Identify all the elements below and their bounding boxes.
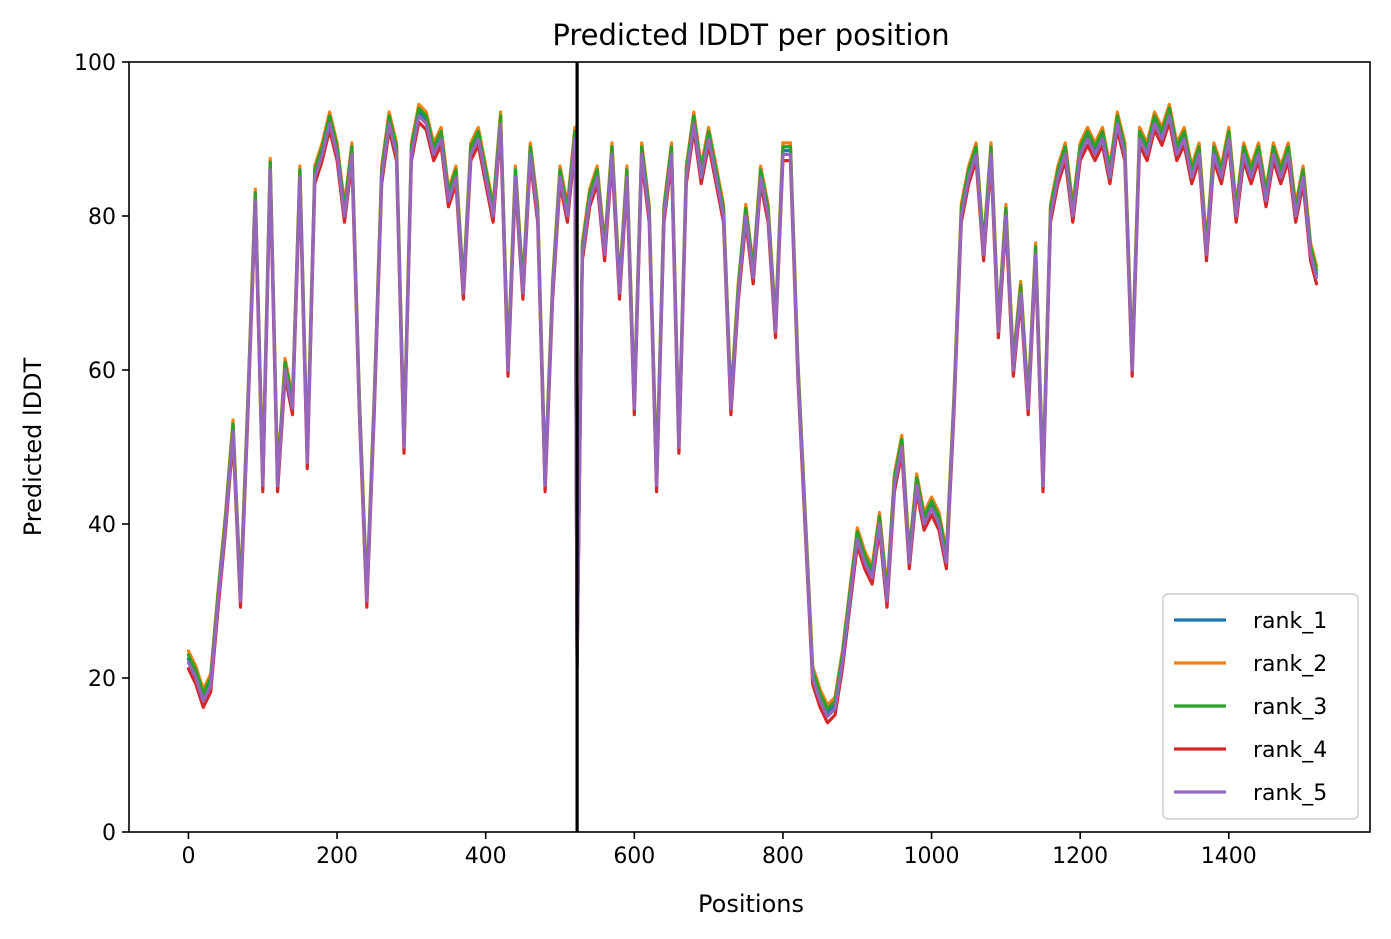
x-axis-label: Positions [698,890,804,918]
y-tick-label: 100 [74,51,116,76]
y-tick-label: 20 [88,667,116,692]
x-tick-label: 600 [613,844,655,869]
y-axis-label: Predicted lDDT [19,357,47,536]
x-tick-label: 1200 [1052,844,1108,869]
legend-label-rank_3: rank_3 [1253,695,1327,720]
series-group [186,102,1319,725]
x-tick-label: 0 [181,844,195,869]
y-tick-label: 60 [88,359,116,384]
plot-frame [128,61,1371,833]
series-line-rank_5 [186,114,1319,719]
legend: rank_1 rank_2 rank_3 rank_4 rank_5 [1162,593,1359,820]
legend-label-rank_4: rank_4 [1253,738,1327,763]
x-tick-label: 1000 [904,844,960,869]
x-axis-ticks: 0 200 400 600 800 1000 1200 1400 [181,832,1257,869]
x-tick-label: 400 [465,844,507,869]
y-axis-ticks: 0 20 40 60 80 100 [74,51,129,846]
legend-label-rank_5: rank_5 [1253,781,1327,806]
legend-label-rank_2: rank_2 [1253,652,1327,677]
y-tick-label: 80 [88,205,116,230]
chart-title: Predicted lDDT per position [552,18,949,52]
series-line-rank_1 [186,110,1319,715]
series-line-rank_3 [186,106,1319,711]
x-tick-label: 200 [316,844,358,869]
y-tick-label: 40 [88,513,116,538]
y-tick-label: 0 [102,821,116,846]
series-line-rank_4 [186,120,1319,725]
x-tick-label: 1400 [1201,844,1257,869]
legend-label-rank_1: rank_1 [1253,609,1327,634]
x-tick-label: 800 [762,844,804,869]
legend-box [1162,593,1359,820]
